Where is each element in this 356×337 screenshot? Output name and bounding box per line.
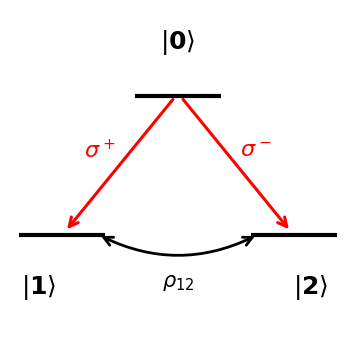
Text: $\sigma^+$: $\sigma^+$ bbox=[84, 139, 116, 162]
Text: $\sigma^-$: $\sigma^-$ bbox=[240, 140, 272, 160]
Text: $|\mathbf{1}\rangle$: $|\mathbf{1}\rangle$ bbox=[21, 273, 57, 302]
FancyArrowPatch shape bbox=[104, 237, 252, 255]
Text: $|\mathbf{0}\rangle$: $|\mathbf{0}\rangle$ bbox=[160, 28, 196, 57]
Text: $|\mathbf{2}\rangle$: $|\mathbf{2}\rangle$ bbox=[293, 273, 328, 302]
Text: $\rho_{12}$: $\rho_{12}$ bbox=[162, 273, 194, 293]
